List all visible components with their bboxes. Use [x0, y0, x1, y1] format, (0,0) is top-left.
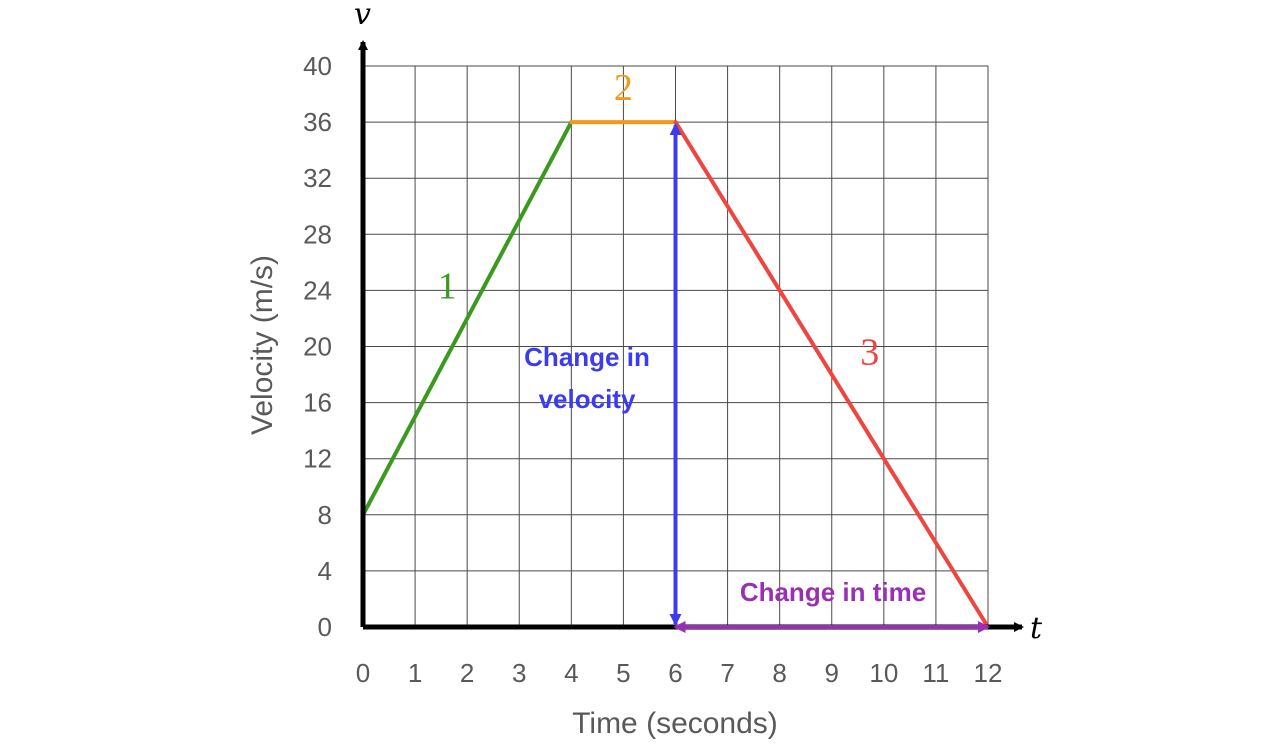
x-axis-title: Time (seconds) [572, 707, 778, 740]
x-tick-label: 11 [922, 658, 949, 688]
y-tick-label: 40 [303, 51, 332, 81]
axes [358, 40, 1024, 632]
x-axis-variable: t [1030, 611, 1043, 646]
series-label-3: 3 [860, 332, 879, 374]
y-tick-label: 24 [303, 275, 332, 305]
x-tick-label: 4 [564, 658, 578, 688]
annotation-label: Change in time [740, 577, 926, 607]
x-tick-label: 12 [974, 658, 1003, 688]
y-axis-title: Velocity (m/s) [246, 255, 279, 435]
y-tick-label: 12 [303, 444, 332, 474]
x-tick-label: 5 [616, 658, 630, 688]
series-line-3 [673, 120, 990, 629]
x-tick-label: 7 [720, 658, 734, 688]
y-tick-label: 32 [303, 163, 332, 193]
x-tick-label: 1 [408, 658, 422, 688]
series-label-2: 2 [614, 67, 633, 109]
y-tick-label: 8 [318, 500, 332, 530]
series-line-1 [361, 120, 574, 517]
x-tick-label: 2 [460, 658, 474, 688]
y-axis-variable: v [354, 0, 371, 32]
y-tick-label: 20 [303, 332, 332, 362]
y-tick-label: 16 [303, 388, 332, 418]
series-layer: 1 2 3 [361, 67, 990, 629]
x-tick-label: 10 [869, 658, 898, 688]
y-tick-label: 0 [318, 612, 332, 642]
y-tick-label: 28 [303, 219, 332, 249]
annotation-label: velocity [539, 384, 636, 414]
series-label-1: 1 [438, 265, 457, 307]
y-tick-label: 4 [318, 556, 332, 586]
x-tick-label: 9 [825, 658, 839, 688]
x-tick-label: 8 [772, 658, 786, 688]
x-tick-label: 6 [668, 658, 682, 688]
x-tick-label: 0 [356, 658, 370, 688]
annotation-label: Change in [524, 342, 650, 372]
y-tick-label: 36 [303, 107, 332, 137]
x-tick-label: 3 [512, 658, 526, 688]
annotations: Change in velocity Change in time [524, 123, 990, 633]
